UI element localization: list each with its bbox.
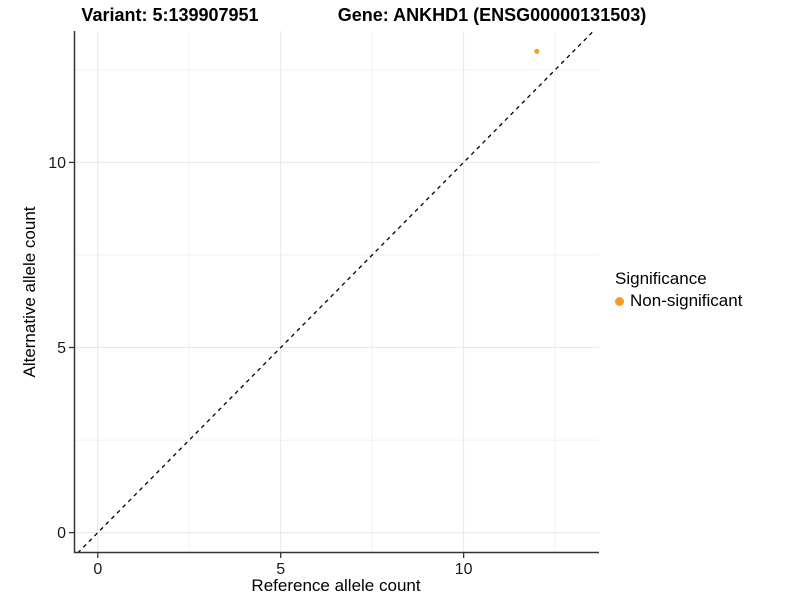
plot-canvas: 0 5 10 0 5 10	[48, 30, 599, 578]
legend-item: Non-significant	[615, 291, 742, 311]
legend: Significance Non-significant	[615, 269, 742, 311]
identity-line	[77, 30, 594, 554]
y-tick-label: 5	[57, 340, 66, 357]
plot-panel: 0 5 10 0 5 10	[48, 30, 599, 578]
legend-title: Significance	[615, 269, 707, 288]
x-tick-label: 0	[93, 561, 102, 578]
y-axis-title: Alternative allele count	[20, 206, 39, 378]
legend-item-label: Non-significant	[630, 291, 743, 310]
x-tick-label: 5	[276, 561, 285, 578]
plot-title-variant: Variant: 5:139907951	[81, 5, 259, 25]
legend-point-icon	[615, 296, 624, 306]
x-tick-label: 10	[455, 561, 473, 578]
y-tick-label: 10	[48, 155, 66, 172]
x-axis-title: Reference allele count	[251, 576, 421, 595]
y-tick-label: 0	[57, 525, 66, 542]
data-point	[534, 48, 540, 54]
plot-title-gene: Gene: ANKHD1 (ENSG00000131503)	[337, 5, 647, 25]
